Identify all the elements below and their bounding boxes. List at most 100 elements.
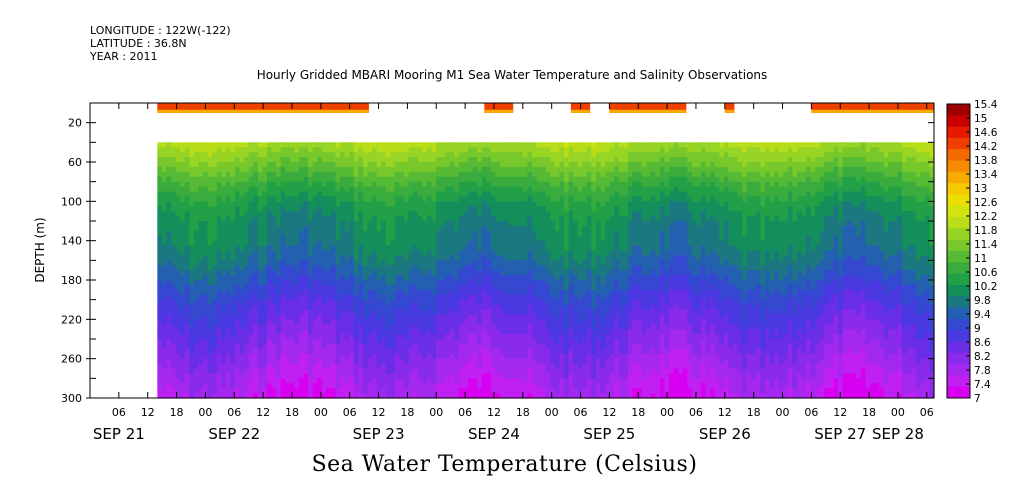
field-cell [563, 383, 570, 389]
field-cell [586, 343, 592, 350]
field-cell [248, 319, 254, 325]
field-cell [353, 368, 359, 375]
field-cell [449, 363, 455, 370]
field-cell [372, 343, 378, 350]
field-cell [468, 235, 474, 242]
field-cell [171, 304, 177, 311]
field-cell [225, 230, 232, 237]
field-cell [253, 343, 259, 350]
field-cell [340, 142, 346, 148]
field-cell [495, 304, 501, 311]
field-cell [257, 299, 264, 306]
field-cell [230, 162, 236, 168]
field-cell [586, 275, 592, 281]
field-cell [330, 299, 337, 306]
field-cell [216, 304, 222, 311]
field-cell [312, 230, 318, 237]
field-cell [157, 393, 163, 399]
field-cell [431, 147, 437, 153]
field-cell [527, 216, 533, 222]
field-cell [212, 304, 218, 311]
field-cell [184, 299, 190, 306]
field-cell [189, 280, 195, 286]
field-cell [477, 250, 483, 257]
field-cell [486, 166, 492, 173]
field-cell [294, 211, 300, 217]
field-cell [298, 314, 305, 320]
field-cell [563, 186, 570, 193]
field-cell [353, 142, 359, 148]
field-cell [180, 368, 186, 375]
field-cell [408, 216, 414, 222]
field-cell [276, 299, 282, 306]
field-cell [436, 245, 442, 252]
field-cell [303, 289, 309, 296]
field-cell [545, 147, 551, 153]
field-cell [390, 378, 396, 384]
field-cell [426, 294, 433, 301]
field-cell [541, 206, 547, 212]
field-cell [582, 339, 588, 345]
field-cell [477, 388, 483, 394]
field-cell [408, 319, 414, 325]
field-cell [495, 225, 501, 232]
field-cell [563, 152, 570, 158]
field-cell [353, 265, 359, 271]
field-cell [198, 221, 204, 227]
field-cell [266, 147, 273, 153]
field-cell [326, 358, 332, 365]
field-cell [404, 230, 410, 237]
field-cell [189, 348, 195, 355]
field-cell [372, 255, 378, 261]
field-cell [175, 255, 181, 261]
field-cell [486, 152, 492, 158]
field-cell [344, 314, 350, 320]
field-cell [280, 260, 286, 266]
field-cell [239, 260, 245, 266]
field-cell [198, 211, 204, 217]
field-cell [362, 393, 369, 399]
field-cell [157, 294, 163, 301]
field-cell [212, 201, 218, 207]
field-cell [248, 383, 254, 389]
field-cell [477, 329, 483, 335]
field-cell [385, 240, 391, 247]
field-cell [326, 309, 332, 316]
field-cell [458, 245, 465, 252]
field-cell [266, 314, 273, 320]
field-cell [481, 299, 487, 306]
field-cell [449, 245, 455, 252]
field-cell [568, 289, 574, 296]
field-cell [545, 329, 551, 335]
field-cell [495, 339, 501, 345]
field-cell [326, 275, 332, 281]
field-cell [509, 294, 515, 301]
field-cell [298, 393, 305, 399]
field-cell [385, 284, 391, 291]
field-cell [486, 216, 492, 222]
field-cell [161, 368, 168, 375]
field-cell [458, 348, 465, 355]
field-cell [431, 294, 437, 301]
field-cell [248, 299, 254, 306]
field-cell [436, 299, 442, 306]
field-cell [349, 245, 355, 252]
field-cell [234, 393, 241, 399]
field-cell [504, 166, 510, 173]
field-cell [417, 294, 423, 301]
field-cell [426, 235, 433, 242]
field-cell [353, 339, 359, 345]
field-cell [417, 171, 423, 178]
field-cell [317, 378, 323, 384]
field-cell [477, 348, 483, 355]
field-cell [257, 176, 264, 183]
field-cell [180, 324, 186, 330]
field-cell [495, 280, 501, 286]
field-cell [458, 181, 465, 188]
field-cell [335, 319, 341, 325]
field-cell [463, 201, 469, 207]
field-cell [166, 181, 172, 188]
field-cell [458, 211, 465, 217]
field-cell [449, 358, 455, 365]
field-cell [157, 171, 163, 178]
